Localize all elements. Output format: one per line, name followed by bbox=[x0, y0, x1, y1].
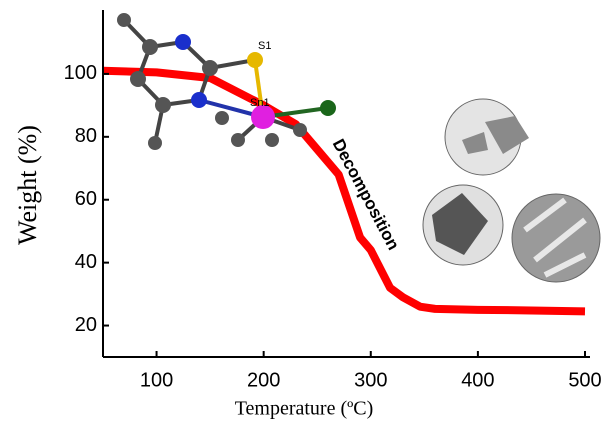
atom bbox=[155, 97, 171, 113]
y-tick-label: 80 bbox=[75, 125, 97, 147]
atom bbox=[142, 39, 158, 55]
atom bbox=[293, 123, 307, 137]
data-line bbox=[102, 66, 586, 316]
atom bbox=[215, 111, 229, 125]
y-tick-label: 100 bbox=[64, 62, 97, 84]
y-axis-label: Weight (%) bbox=[13, 125, 42, 245]
micrograph-flake bbox=[462, 116, 529, 154]
illustrations bbox=[117, 13, 601, 283]
x-tick-label: 100 bbox=[140, 369, 173, 391]
x-tick-label: 200 bbox=[247, 369, 280, 391]
y-tick-label: 40 bbox=[75, 251, 97, 273]
micrograph-rods bbox=[523, 197, 587, 278]
atom-label: S1 bbox=[258, 40, 271, 52]
atom bbox=[231, 133, 245, 147]
x-tick-label: 500 bbox=[568, 369, 601, 391]
atom bbox=[148, 136, 162, 150]
micrograph-crystal bbox=[432, 193, 488, 255]
atom bbox=[251, 105, 275, 129]
atom bbox=[247, 52, 263, 68]
atom bbox=[175, 34, 191, 50]
atom bbox=[320, 100, 336, 116]
x-axis-label: Temperature (ºC) bbox=[235, 398, 374, 420]
annotation: Decomposition bbox=[329, 136, 403, 253]
atom bbox=[117, 13, 131, 27]
atom bbox=[130, 71, 146, 87]
y-tick-label: 60 bbox=[75, 188, 97, 210]
x-tick-label: 400 bbox=[461, 369, 494, 391]
y-tick-label: 20 bbox=[75, 314, 97, 336]
x-tick-label: 300 bbox=[354, 369, 387, 391]
atom-label: Sn1 bbox=[250, 97, 270, 109]
atom bbox=[191, 92, 207, 108]
atom bbox=[265, 133, 279, 147]
atom bbox=[202, 60, 218, 76]
